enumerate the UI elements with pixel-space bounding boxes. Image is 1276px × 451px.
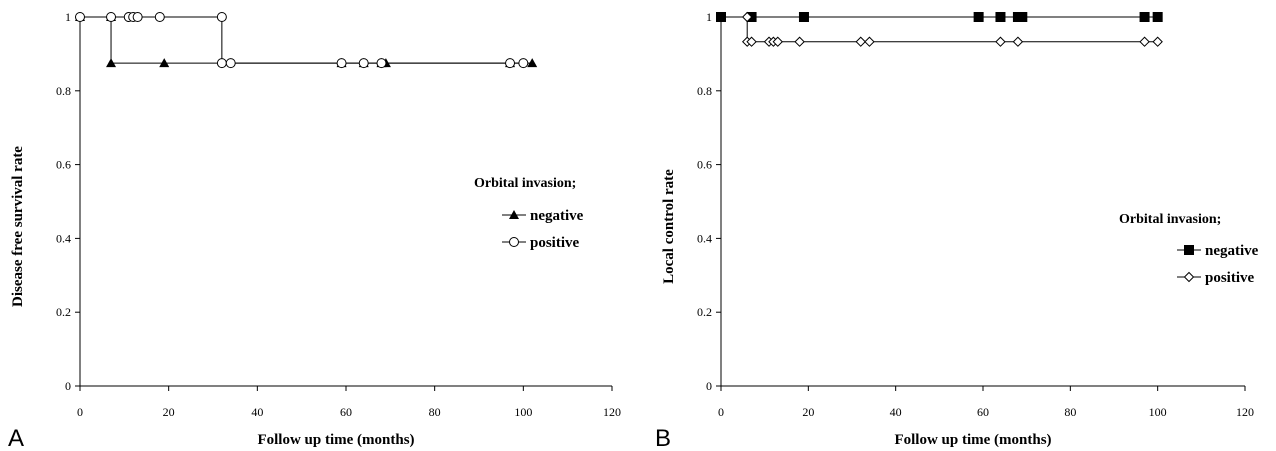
legend-title: Orbital invasion; (474, 176, 576, 191)
x-axis-title: Follow up time (months) (257, 432, 414, 448)
x-axis-title: Follow up time (months) (894, 432, 1051, 448)
y-tick-label: 1 (706, 10, 712, 24)
panel-label: A (8, 425, 24, 451)
data-point-positive (358, 58, 369, 69)
data-point-positive (855, 36, 866, 47)
y-tick-label: 0.6 (56, 158, 71, 172)
data-point-positive (132, 12, 143, 22)
x-tick-label: 20 (802, 405, 814, 419)
y-tick-label: 0.2 (697, 305, 712, 319)
x-tick-label: 0 (77, 405, 83, 419)
legend-marker-negative (1184, 245, 1194, 255)
data-point-negative (1139, 12, 1150, 22)
data-point-negative (1017, 12, 1028, 22)
data-point-negative (973, 12, 984, 22)
data-point-negative (995, 12, 1006, 22)
x-tick-label: 80 (1064, 405, 1076, 419)
data-point-positive (75, 12, 85, 22)
data-point-positive (794, 36, 805, 47)
data-point-positive (216, 58, 227, 69)
legend-label-negative: negative (530, 208, 584, 224)
legend-label-positive: positive (530, 235, 580, 251)
series-line-positive (80, 16, 533, 64)
x-tick-label: 20 (163, 405, 175, 419)
data-point-positive (225, 58, 236, 69)
data-point-positive (746, 36, 757, 47)
panel-label: B (655, 425, 671, 451)
y-tick-label: 0 (65, 379, 71, 393)
legend-label-negative: negative (1205, 243, 1259, 259)
x-tick-label: 120 (603, 405, 621, 419)
y-tick-label: 0 (706, 379, 712, 393)
panel-b-chart: 0 0.2 0.4 0.6 0.8 1 0 20 40 60 80 100 120 Follow up t… (655, 10, 1259, 451)
y-axis-title: Local control rate (661, 169, 677, 284)
data-point-positive (106, 12, 117, 22)
data-point-positive (336, 58, 347, 69)
x-tick-label: 60 (340, 405, 352, 419)
y-tick-label: 0.8 (697, 84, 712, 98)
x-tick-label: 60 (977, 405, 989, 419)
x-tick-label: 40 (251, 405, 263, 419)
data-point-negative (106, 58, 117, 68)
data-point-positive (741, 11, 753, 23)
data-point-negative (159, 58, 170, 68)
legend-marker-positive (509, 237, 519, 247)
x-tick-label: 100 (1149, 405, 1167, 419)
data-point-positive (518, 58, 529, 69)
legend-label-positive: positive (1205, 270, 1255, 286)
data-point-positive (772, 36, 783, 47)
y-tick-label: 0.8 (56, 84, 71, 98)
x-tick-label: 40 (890, 405, 902, 419)
data-point-positive (154, 12, 165, 22)
data-point-negative (798, 12, 809, 22)
data-point-positive (376, 58, 387, 69)
x-tick-label: 80 (429, 405, 441, 419)
data-point-positive (864, 36, 875, 47)
data-point-positive (1139, 36, 1150, 47)
data-point-positive (216, 12, 227, 22)
y-tick-label: 0.4 (56, 231, 71, 245)
y-axis-title: Disease free survival rate (10, 146, 26, 307)
legend-marker-positive (1183, 271, 1195, 283)
panel-a-chart: 0 0.2 0.4 0.6 0.8 1 0 20 40 60 80 100 120 Follow up t… (8, 10, 621, 451)
x-tick-label: 0 (718, 405, 724, 419)
data-point-negative (1152, 12, 1163, 22)
y-tick-label: 0.4 (697, 231, 712, 245)
y-tick-label: 0.2 (56, 305, 71, 319)
data-point-positive (995, 36, 1006, 47)
legend-marker-negative (509, 210, 519, 219)
data-point-positive (1012, 36, 1024, 47)
series-line-positive (721, 16, 1158, 43)
y-tick-label: 0.6 (697, 158, 712, 172)
data-point-positive (505, 58, 516, 69)
data-point-positive (1152, 36, 1163, 47)
x-tick-label: 120 (1236, 405, 1254, 419)
y-tick-label: 1 (65, 10, 71, 24)
series-line-negative (80, 16, 533, 64)
legend-title: Orbital invasion; (1119, 212, 1221, 227)
x-tick-label: 100 (514, 405, 532, 419)
